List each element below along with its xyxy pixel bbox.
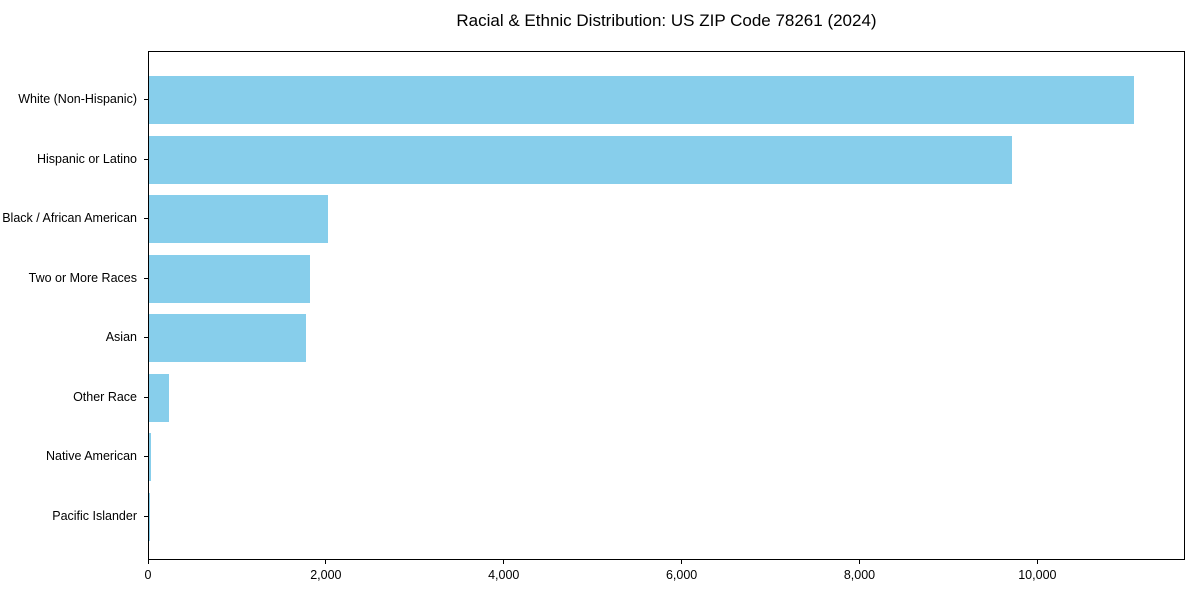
y-axis-label: Asian <box>105 330 137 344</box>
x-axis-label: 0 <box>144 568 152 582</box>
y-axis-tick <box>144 99 148 100</box>
x-axis-tick <box>858 560 860 564</box>
chart-title: Racial & Ethnic Distribution: US ZIP Cod… <box>456 11 877 30</box>
x-axis-tick <box>147 560 149 564</box>
x-axis-tick <box>1036 560 1038 564</box>
bar-pacific-islander <box>149 492 150 541</box>
y-axis-label: White (Non-Hispanic) <box>18 92 137 106</box>
y-axis-tick <box>144 337 148 338</box>
bar-white-non-hispanic <box>149 76 1135 124</box>
y-axis-label: Black / African American <box>2 211 137 225</box>
bar-asian <box>149 314 307 362</box>
y-axis-label: Native American <box>45 449 137 463</box>
x-axis-label: 4,000 <box>488 568 520 582</box>
x-axis-label: 2,000 <box>310 568 342 582</box>
y-axis-tick <box>144 158 148 160</box>
y-axis-tick <box>144 456 148 457</box>
y-axis-label: Other Race <box>73 389 137 404</box>
x-axis-tick <box>681 560 683 564</box>
bar-hispanic-or-latino <box>149 135 1012 184</box>
x-axis-label: 6,000 <box>665 568 698 582</box>
x-axis-label: 8,000 <box>843 568 876 582</box>
plot-area <box>148 51 1185 560</box>
bar-black-african-american <box>149 195 329 243</box>
y-axis-label: Pacific Islander <box>52 508 137 523</box>
bar-native-american <box>149 433 151 481</box>
y-axis-label: Hispanic or Latino <box>36 151 137 166</box>
bar-other-race <box>149 373 170 422</box>
y-axis-tick <box>144 218 148 219</box>
x-axis-tick <box>325 560 327 564</box>
y-axis-label: Two or More Races <box>28 270 137 285</box>
bar-two-or-more-races <box>149 254 310 303</box>
y-axis-tick <box>144 277 148 279</box>
y-axis-tick <box>144 515 148 517</box>
x-axis-tick <box>503 560 505 564</box>
x-axis-label: 10,000 <box>1018 568 1057 582</box>
y-axis-tick <box>144 396 148 398</box>
